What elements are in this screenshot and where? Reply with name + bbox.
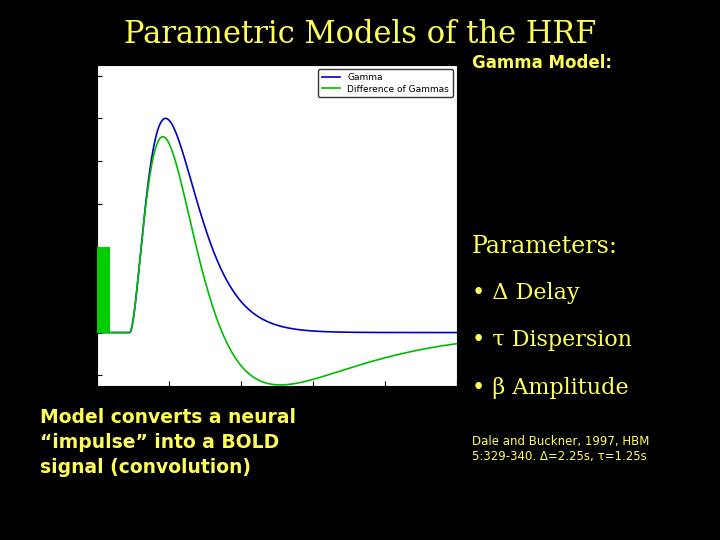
Difference of Gammas: [453, 340, 462, 347]
Gamma: [130, 311, 138, 318]
Title: Parametric Models of the HRF: Parametric Models of the HRF: [204, 52, 350, 63]
Line: Difference of Gammas: Difference of Gammas: [97, 137, 457, 385]
Difference of Gammas: [341, 366, 349, 373]
Gamma: [374, 329, 382, 336]
Difference of Gammas: [381, 355, 390, 361]
Gamma: [252, 312, 261, 319]
Text: Parameters:: Parameters:: [472, 235, 618, 258]
Difference of Gammas: [239, 365, 248, 372]
Gamma: [93, 329, 102, 336]
Difference of Gammas: [93, 329, 102, 336]
Legend: Gamma, Difference of Gammas: Gamma, Difference of Gammas: [318, 69, 453, 97]
Difference of Gammas: [252, 376, 261, 382]
Difference of Gammas: [130, 311, 138, 318]
Bar: [97, 247, 110, 333]
Gamma: [239, 301, 248, 307]
X-axis label: Post Stimulus Delay (sec): Post Stimulus Delay (sec): [215, 403, 340, 413]
Gamma: [161, 115, 170, 122]
Text: Dale and Buckner, 1997, HBM
5:329-340. Δ=2.25s, τ=1.25s: Dale and Buckner, 1997, HBM 5:329-340. Δ…: [472, 435, 649, 463]
Text: $h(t) = 0,\,t \leq \Delta$: $h(t) = 0,\,t \leq \Delta$: [480, 180, 564, 195]
Gamma: [341, 329, 349, 335]
Text: Gamma Model:: Gamma Model:: [472, 54, 611, 72]
Text: • τ Dispersion: • τ Dispersion: [472, 329, 631, 352]
Difference of Gammas: [158, 133, 167, 140]
Gamma: [380, 329, 389, 336]
Difference of Gammas: [276, 382, 284, 388]
Gamma: [453, 329, 462, 336]
Line: Gamma: Gamma: [97, 118, 457, 333]
Text: Model converts a neural
“impulse” into a BOLD
signal (convolution): Model converts a neural “impulse” into a…: [40, 408, 296, 477]
Text: $h(t) = \beta\!\left(\dfrac{t-\Delta}{\tau}\right)^{\!2}\!e^{-\left(\frac{t-\Del: $h(t) = \beta\!\left(\dfrac{t-\Delta}{\t…: [480, 102, 638, 126]
Text: Parametric Models of the HRF: Parametric Models of the HRF: [124, 19, 596, 50]
Difference of Gammas: [374, 356, 383, 363]
Text: • Δ Delay: • Δ Delay: [472, 282, 579, 304]
Text: • β Amplitude: • β Amplitude: [472, 377, 629, 399]
